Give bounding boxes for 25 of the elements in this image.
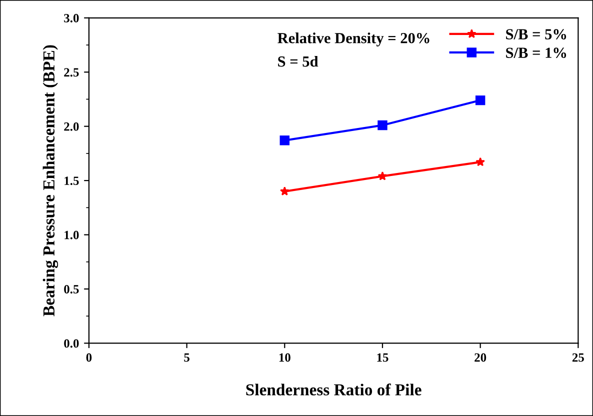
point (378, 120, 388, 130)
legend-label: S/B = 5% (506, 29, 566, 40)
point (476, 157, 485, 166)
x-tick-label: 25 (572, 353, 584, 362)
y-axis-title: Bearing Pressure Enhancement (BPE) (42, 45, 58, 316)
annotation: Relative Density = 20% (278, 32, 430, 46)
point (378, 171, 388, 180)
x-tick-label: 5 (184, 353, 190, 362)
y-tick-label: 0.0 (64, 339, 79, 348)
point (475, 95, 486, 106)
y-tick-label: 3.0 (64, 14, 79, 22)
y-tick-label: 0.5 (64, 285, 79, 294)
annotation: S = 5d (278, 56, 318, 67)
y-tick-label: 2.5 (64, 68, 79, 77)
x-tick-label: 20 (474, 353, 486, 362)
x-axis-title: Slenderness Ratio of Pile (246, 384, 422, 396)
x-tick-label: 10 (279, 353, 290, 362)
y-tick-label: 1.0 (64, 230, 79, 240)
y-tick-label: 1.5 (64, 176, 79, 186)
point (280, 136, 290, 146)
x-tick-label: 0 (86, 353, 92, 362)
y-tick-label: 2.0 (64, 122, 79, 131)
legend-label: S/B = 1% (506, 48, 566, 58)
point (280, 186, 290, 196)
x-tick-label: 15 (377, 353, 388, 362)
